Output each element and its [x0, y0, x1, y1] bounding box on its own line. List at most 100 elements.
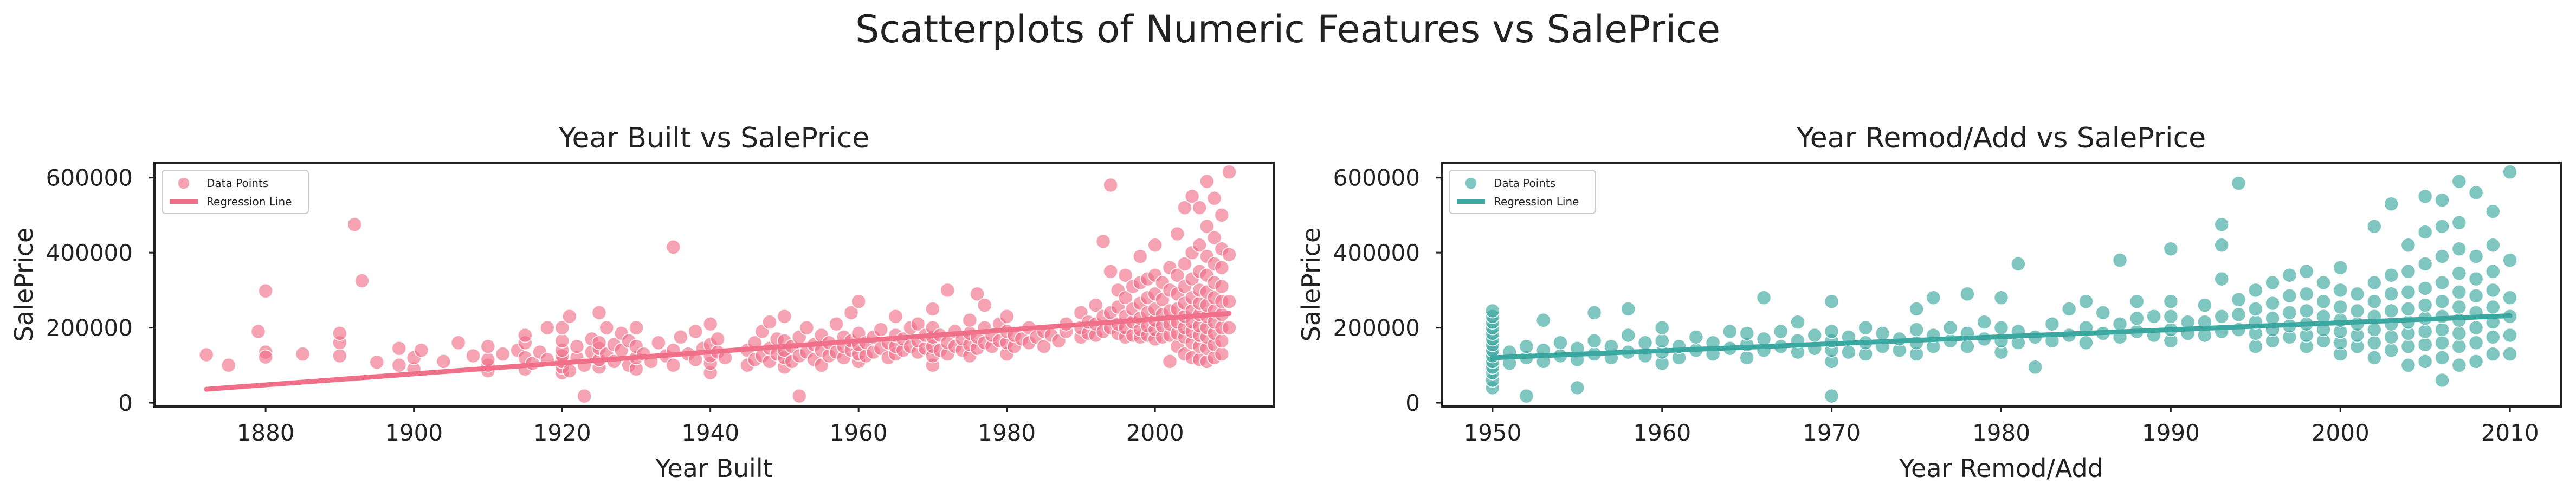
x-tick-label: 1960 — [830, 420, 888, 446]
y-tick-label: 0 — [118, 390, 133, 416]
data-point — [2112, 316, 2128, 332]
data-point — [2417, 281, 2433, 296]
data-point — [2400, 237, 2416, 253]
data-point — [2282, 267, 2297, 283]
x-tick-label: 2000 — [1126, 420, 1184, 446]
data-point — [347, 217, 362, 232]
data-point — [2367, 294, 2382, 309]
subplot-title: Year Remod/Add vs SalePrice — [1796, 122, 2206, 154]
data-point — [2129, 311, 2145, 326]
data-point — [2265, 295, 2280, 311]
data-point — [1773, 324, 1789, 339]
data-point — [2451, 266, 2467, 281]
data-point — [2095, 305, 2110, 320]
data-point — [2435, 275, 2450, 291]
data-point — [2367, 350, 2382, 365]
data-point — [910, 316, 926, 332]
data-point — [295, 346, 311, 362]
data-point — [1118, 267, 1133, 283]
data-point — [1199, 218, 1215, 234]
data-point — [792, 388, 807, 404]
data-point — [354, 273, 370, 288]
x-tick-label: 1960 — [1633, 420, 1691, 446]
data-point — [2468, 320, 2484, 336]
x-tick-label: 1990 — [2142, 420, 2200, 446]
data-point — [962, 313, 978, 328]
data-point — [2367, 275, 2382, 291]
data-point — [977, 298, 992, 313]
data-point — [1095, 234, 1111, 249]
data-point — [2163, 294, 2179, 309]
data-point — [2282, 305, 2297, 320]
data-point — [799, 320, 815, 336]
data-point — [2384, 343, 2399, 358]
data-point — [2163, 241, 2179, 256]
data-point — [2214, 237, 2229, 253]
data-point — [2468, 354, 2484, 369]
data-point — [2451, 215, 2467, 230]
data-point — [2384, 303, 2399, 319]
data-point — [480, 339, 496, 354]
legend-label-points: Data Points — [206, 177, 268, 190]
data-point — [2011, 256, 2026, 272]
legend-label-points: Data Points — [1494, 177, 1555, 190]
data-point — [2435, 335, 2450, 351]
data-point — [577, 388, 592, 404]
data-point — [851, 294, 866, 309]
data-point — [2231, 176, 2246, 191]
data-point — [2502, 253, 2517, 268]
x-tick-label: 1900 — [385, 420, 443, 446]
data-point — [540, 320, 555, 336]
data-point — [2485, 346, 2501, 362]
data-point — [599, 320, 614, 336]
data-point — [2248, 339, 2263, 354]
data-point — [2384, 267, 2399, 283]
data-point — [2078, 335, 2094, 351]
data-point — [2400, 301, 2416, 317]
data-point — [1824, 388, 1839, 404]
data-point — [1621, 301, 1636, 317]
data-point — [1621, 327, 1636, 343]
data-point — [1824, 294, 1839, 309]
data-point — [391, 358, 407, 373]
data-point — [873, 322, 888, 337]
data-point — [2468, 335, 2484, 351]
data-point — [1103, 264, 1118, 279]
data-point — [2282, 288, 2297, 304]
data-point — [2384, 330, 2399, 345]
y-tick-label: 600000 — [46, 165, 133, 191]
data-point — [1206, 230, 1222, 246]
legend: Data Points Regression Line — [162, 170, 309, 214]
data-point — [2435, 294, 2450, 309]
data-point — [1214, 279, 1230, 294]
data-point — [2231, 292, 2246, 307]
data-point — [554, 333, 570, 349]
data-point — [1170, 226, 1185, 242]
data-point — [2468, 185, 2484, 201]
data-point — [1993, 290, 2009, 305]
data-point — [2197, 298, 2212, 313]
data-point — [2468, 271, 2484, 287]
data-point — [2435, 350, 2450, 365]
data-point — [2163, 309, 2179, 324]
data-point — [1162, 354, 1178, 369]
data-point — [1519, 339, 1534, 354]
x-tick-label: 1950 — [1463, 420, 1521, 446]
data-point — [1206, 191, 1222, 206]
data-point — [1993, 320, 2009, 336]
data-point — [1807, 327, 1823, 343]
data-point — [2231, 307, 2246, 323]
regression-line — [1490, 313, 2513, 360]
data-point — [829, 316, 844, 332]
data-point — [518, 327, 533, 343]
data-point — [2502, 164, 2517, 180]
data-point — [1942, 320, 1958, 336]
data-point — [1756, 290, 1772, 305]
data-point — [1103, 177, 1118, 193]
data-point — [2451, 326, 2467, 341]
data-point — [2417, 256, 2433, 272]
data-point — [2435, 249, 2450, 264]
data-point — [629, 320, 644, 336]
data-point — [2417, 298, 2433, 313]
x-axis-label: Year Built — [655, 454, 772, 483]
